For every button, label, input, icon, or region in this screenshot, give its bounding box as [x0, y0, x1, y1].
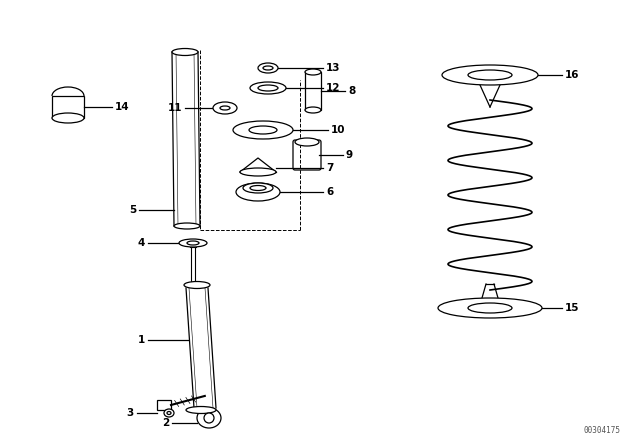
Text: 15: 15: [565, 303, 579, 313]
Ellipse shape: [197, 408, 221, 428]
Ellipse shape: [305, 69, 321, 75]
Text: 12: 12: [326, 83, 340, 93]
Ellipse shape: [233, 121, 293, 139]
Text: 2: 2: [162, 418, 169, 428]
Text: 13: 13: [326, 63, 340, 73]
Ellipse shape: [164, 409, 174, 417]
Ellipse shape: [172, 48, 198, 56]
Ellipse shape: [258, 85, 278, 91]
Ellipse shape: [305, 107, 321, 113]
Text: 1: 1: [138, 335, 145, 345]
Ellipse shape: [179, 239, 207, 247]
Ellipse shape: [468, 303, 512, 313]
Text: 9: 9: [346, 150, 353, 160]
Text: 00304175: 00304175: [583, 426, 620, 435]
Text: 5: 5: [129, 205, 136, 215]
Ellipse shape: [250, 82, 286, 94]
FancyBboxPatch shape: [293, 140, 321, 170]
FancyBboxPatch shape: [305, 72, 321, 110]
Ellipse shape: [213, 102, 237, 114]
Ellipse shape: [240, 168, 276, 176]
Ellipse shape: [167, 412, 171, 414]
Ellipse shape: [186, 406, 216, 414]
Ellipse shape: [250, 185, 266, 190]
Text: 3: 3: [127, 408, 134, 418]
FancyBboxPatch shape: [157, 400, 171, 410]
Ellipse shape: [468, 70, 512, 80]
Ellipse shape: [263, 66, 273, 70]
Ellipse shape: [249, 126, 277, 134]
Text: 7: 7: [326, 163, 333, 173]
Text: 16: 16: [565, 70, 579, 80]
Ellipse shape: [52, 113, 84, 123]
Ellipse shape: [243, 183, 273, 193]
Text: 4: 4: [138, 238, 145, 248]
Text: 6: 6: [326, 187, 333, 197]
Ellipse shape: [187, 241, 199, 245]
Ellipse shape: [438, 298, 542, 318]
Ellipse shape: [204, 413, 214, 423]
Ellipse shape: [220, 106, 230, 110]
Ellipse shape: [174, 223, 200, 229]
Ellipse shape: [184, 281, 210, 289]
Ellipse shape: [442, 65, 538, 85]
Text: 10: 10: [331, 125, 346, 135]
Text: 14: 14: [115, 102, 130, 112]
Ellipse shape: [295, 138, 319, 146]
Ellipse shape: [236, 183, 280, 201]
Text: 11: 11: [168, 103, 182, 113]
FancyBboxPatch shape: [52, 96, 84, 118]
Text: 8: 8: [348, 86, 355, 96]
Ellipse shape: [258, 63, 278, 73]
